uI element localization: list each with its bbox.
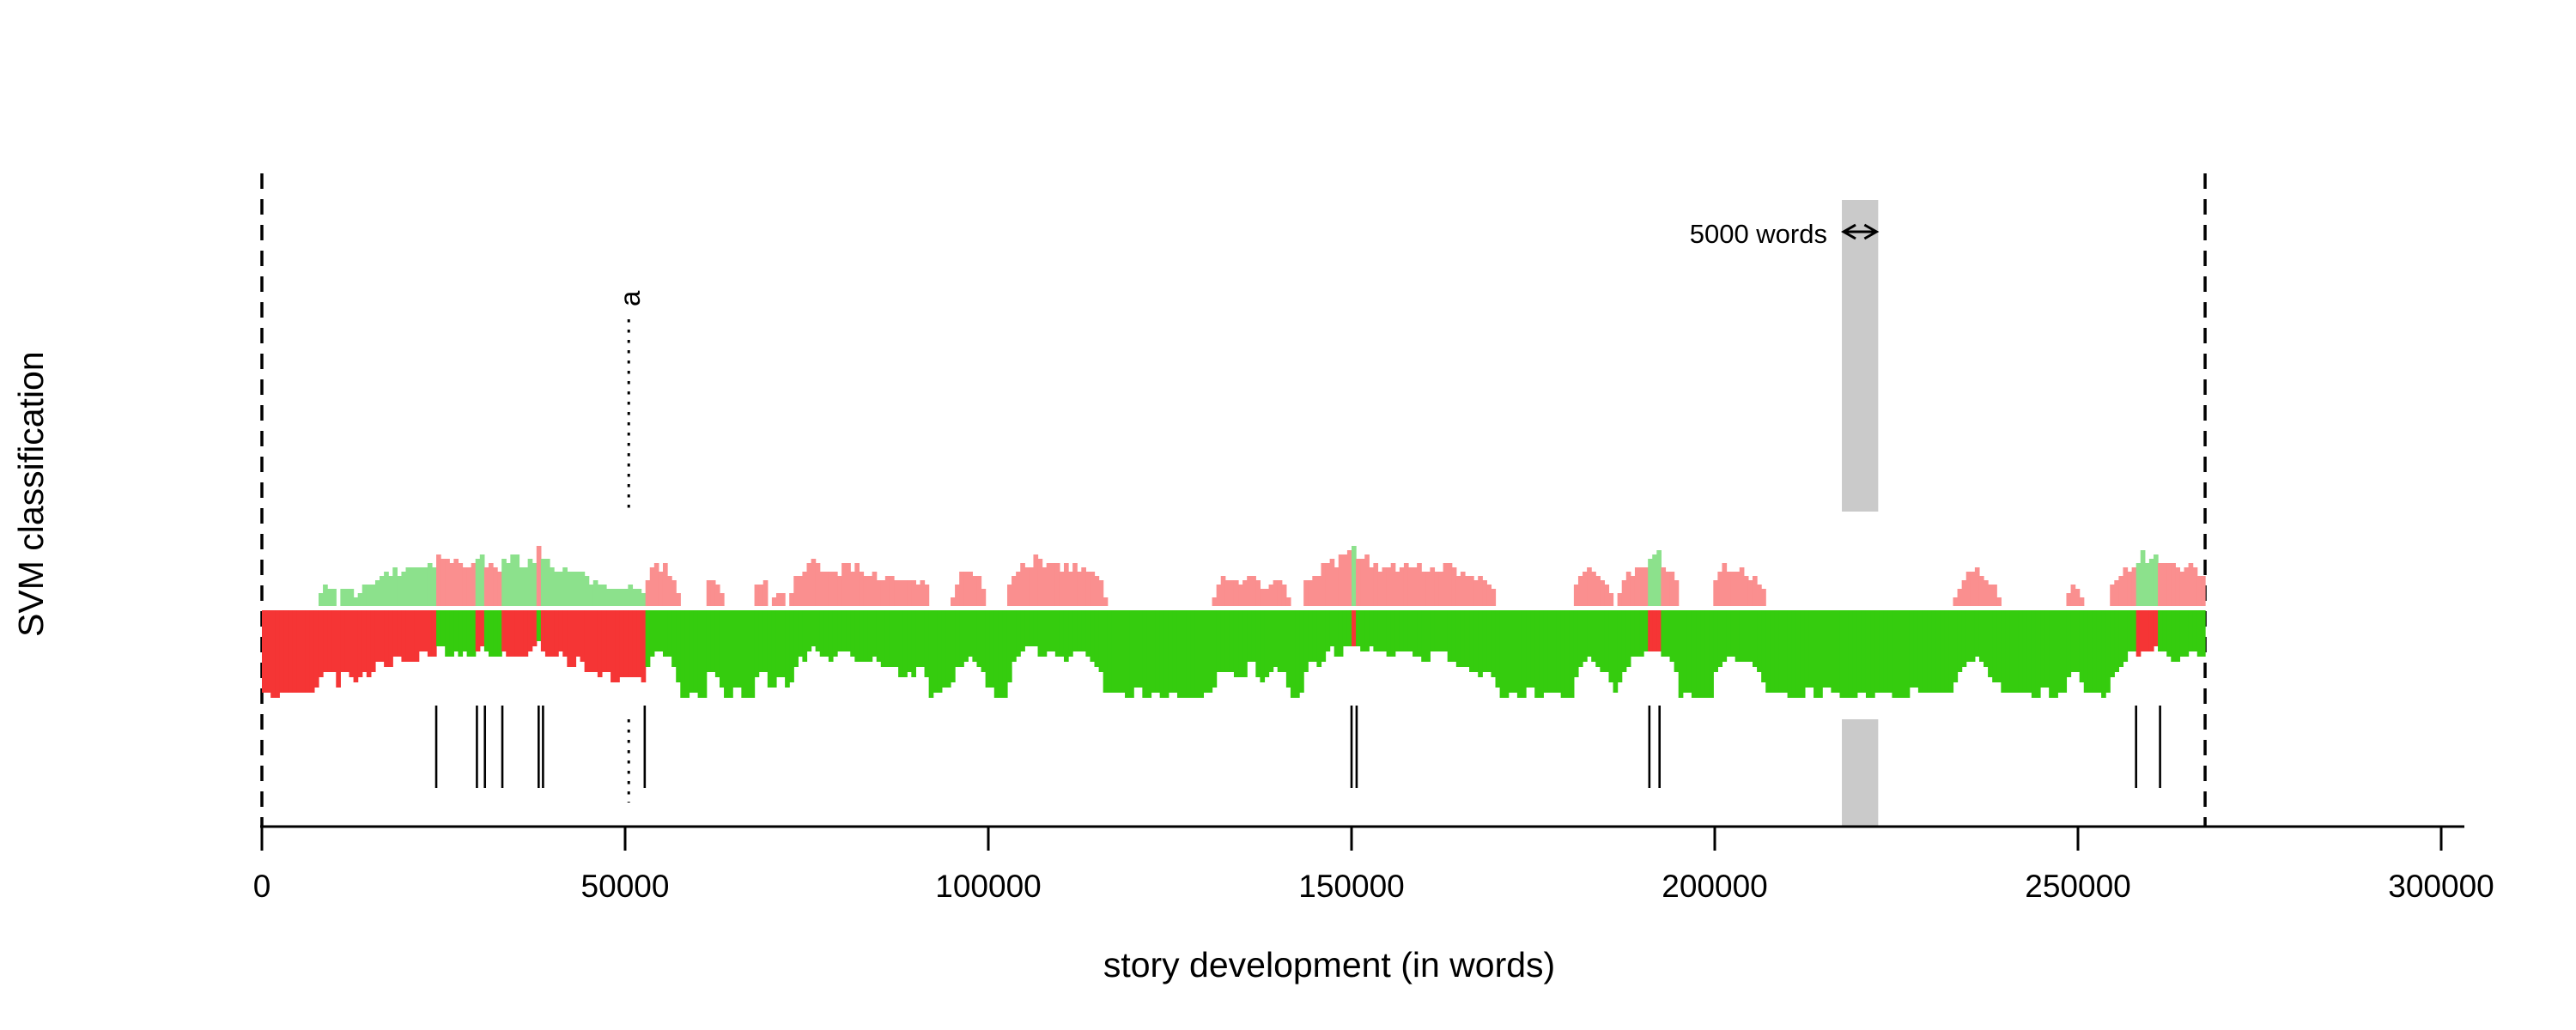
x-axis: 0 50000 100000 150000 200000 250000 300000 — [253, 825, 2494, 904]
generated-marks: 0 50000 100000 150000 200000 250000 300000 — [253, 173, 2494, 904]
x-tick-label: 0 — [253, 869, 271, 904]
x-axis-label: story development (in words) — [1103, 945, 1555, 985]
story-boundary-lines — [260, 173, 2207, 827]
transition-marks — [434, 706, 2161, 788]
x-tick-label: 250000 — [2025, 869, 2130, 904]
x-tick-label: 200000 — [1662, 869, 1767, 904]
x-tick-label: 100000 — [935, 869, 1041, 904]
annotation-a-label: a — [614, 290, 646, 306]
x-tick-label: 50000 — [581, 869, 670, 904]
scale-bar-label: 5000 words — [1690, 219, 1827, 249]
minority-bumps — [318, 546, 2206, 606]
x-tick-label: 300000 — [2388, 869, 2494, 904]
scale-bar-band — [1842, 200, 1879, 826]
scale-bar-arrow — [1841, 223, 1880, 240]
x-tick-label: 150000 — [1298, 869, 1404, 904]
y-axis-label: SVM classification — [11, 351, 51, 637]
classification-band — [262, 610, 2206, 698]
